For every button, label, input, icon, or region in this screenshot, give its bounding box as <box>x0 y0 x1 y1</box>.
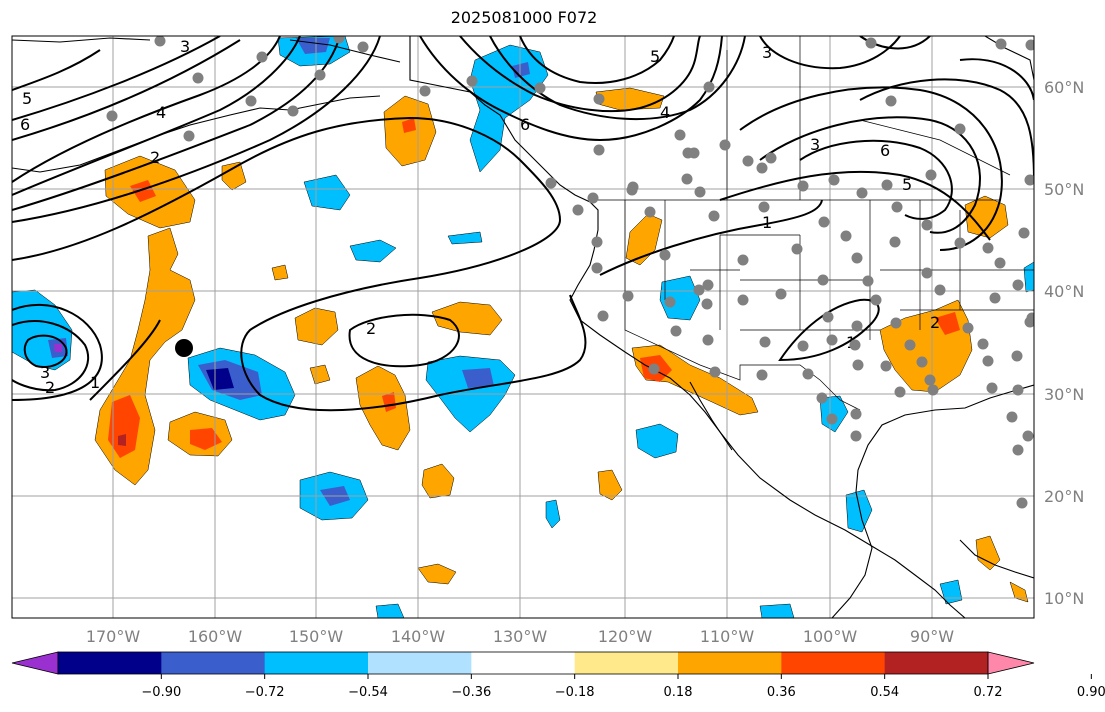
map-title: 2025081000 F072 <box>450 8 598 27</box>
latitude-label: 40°N <box>1044 282 1084 301</box>
colorbar-over-arrow <box>987 651 1035 675</box>
colorbar-tick-label: −0.54 <box>348 685 388 700</box>
longitude-label: 130°W <box>493 627 548 646</box>
contour-label: 2 <box>150 148 160 167</box>
colorbar-tick-label: −0.18 <box>555 685 595 700</box>
colorbar-under-arrow <box>11 651 59 675</box>
contour-label: 5 <box>902 175 912 194</box>
colorbar-segment <box>368 652 472 674</box>
colorbar-tick-label: −0.36 <box>451 685 491 700</box>
colorbar-tick-label: 0.36 <box>767 685 796 700</box>
colorbar-ticks: −0.90 −0.72 −0.54 −0.36 −0.18 0.18 0.36 0.54 0.7… <box>141 674 1105 700</box>
location-marker <box>175 339 193 357</box>
longitude-axis: 170°W 160°W 150°W 140°W 130°W 120°W 110°… <box>86 627 954 646</box>
colorbar-segment <box>574 652 679 674</box>
contour-label: 4 <box>156 103 166 122</box>
contour-label: 1 <box>90 373 100 392</box>
contour-label: 4 <box>660 103 670 122</box>
contour-label: 3 <box>40 363 50 382</box>
colorbar-border <box>57 651 989 675</box>
map-frame <box>11 35 1035 619</box>
latitude-axis: 60°N 50°N 40°N 30°N 20°N 10°N <box>1044 78 1084 608</box>
contour-label: 2 <box>366 319 376 338</box>
contour-label: 2 <box>45 378 55 397</box>
colorbar-segment <box>264 652 369 674</box>
colorbar-segment <box>781 652 886 674</box>
longitude-label: 170°W <box>86 627 141 646</box>
colorbar-tick-label: 0.54 <box>870 685 899 700</box>
contour-label: 6 <box>20 115 30 134</box>
colorbar-tick-label: 0.72 <box>974 685 1003 700</box>
colorbar-segment <box>471 652 576 674</box>
colorbar-segment <box>58 652 162 674</box>
longitude-label: 100°W <box>803 627 858 646</box>
colorbar-segment <box>161 652 266 674</box>
contour-label: 1 <box>762 213 772 232</box>
longitude-label: 140°W <box>391 627 446 646</box>
colorbar-segment <box>884 652 989 674</box>
colorbar-tick-label: 0.18 <box>664 685 693 700</box>
longitude-label: 160°W <box>188 627 243 646</box>
longitude-label: 120°W <box>598 627 653 646</box>
contour-label: 6 <box>520 115 530 134</box>
colorbar-tick-label: −0.90 <box>141 685 181 700</box>
colorbar-segment <box>678 652 782 674</box>
contour-label: 5 <box>22 89 32 108</box>
colorbar-tick-label: 0.90 <box>1077 685 1105 700</box>
contour-label: 3 <box>180 37 190 56</box>
contour-label: 2 <box>930 313 940 332</box>
height-contours <box>12 36 1034 412</box>
longitude-label: 90°W <box>910 627 954 646</box>
latitude-label: 60°N <box>1044 78 1084 97</box>
colorbar-tick-label: −0.72 <box>245 685 285 700</box>
latitude-label: 10°N <box>1044 589 1084 608</box>
station-markers <box>106 36 1034 509</box>
contour-label: 3 <box>810 135 820 154</box>
longitude-label: 150°W <box>289 627 344 646</box>
longitude-label: 110°W <box>700 627 755 646</box>
contour-label: 5 <box>650 47 660 66</box>
latitude-label: 50°N <box>1044 180 1084 199</box>
latitude-label: 20°N <box>1044 487 1084 506</box>
contour-label: 3 <box>762 43 772 62</box>
latitude-label: 30°N <box>1044 385 1084 404</box>
colorbar <box>11 651 1035 675</box>
contour-label: 6 <box>880 141 890 160</box>
political-borders <box>598 36 1034 411</box>
